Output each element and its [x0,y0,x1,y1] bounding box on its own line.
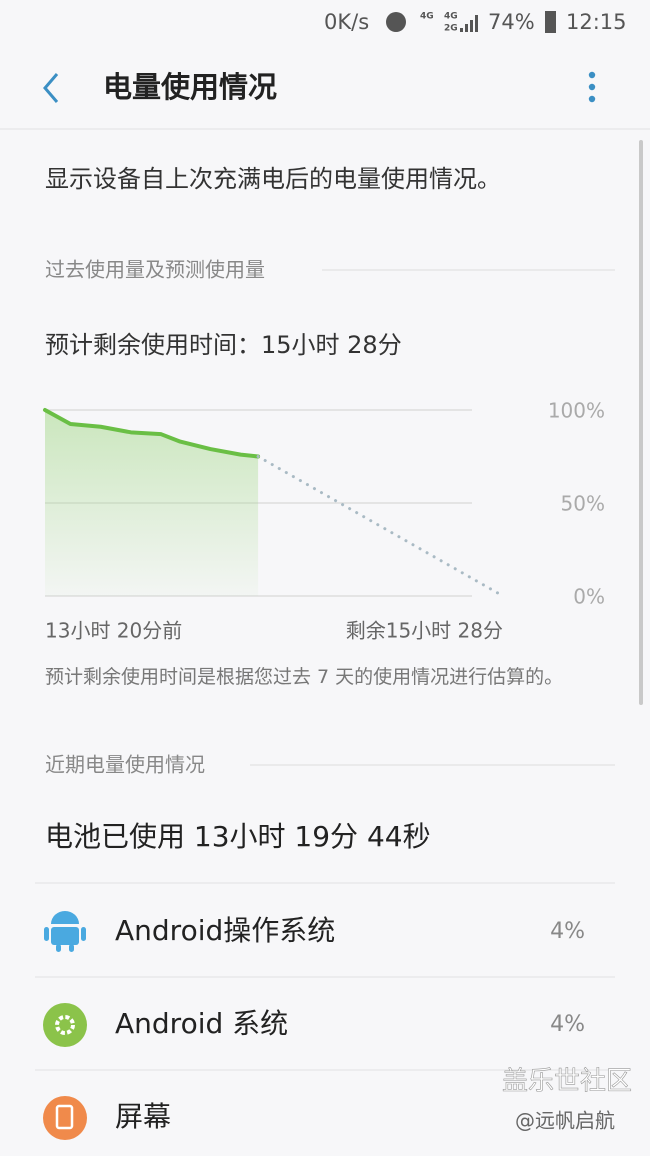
app-name: Android 系统 [115,1007,288,1040]
scrollbar [639,140,643,705]
battery-icon [545,11,556,33]
net-speed: 0K/s [324,10,369,34]
line [256,455,505,598]
y-tick-label: 100% [548,399,605,423]
app-percent: 4% [550,1012,585,1037]
estimate: 预计剩余使用时间：15小时 28分 [45,331,402,359]
watermark: 盖乐世社区 [502,1067,632,1097]
back-button[interactable] [43,73,59,103]
phone-glyph [55,1104,74,1130]
more-menu[interactable] [588,71,596,103]
y-tick-label: 50% [561,492,605,516]
clock: 12:15 [566,10,627,34]
app-name: Android操作系统 [115,914,335,947]
section-title: 过去使用量及预测使用量 [45,258,265,282]
note: 预计剩余使用时间是根据您过去 7 天的使用情况进行估算的。 [45,666,564,688]
description: 显示设备自上次充满电后的电量使用情况。 [45,165,501,193]
watermark: @远帆启航 [515,1109,615,1133]
screen-icon [43,1096,87,1140]
y-tick-label: 0% [573,585,605,609]
net-type: 4G [420,12,434,22]
x-tick-label: 13小时 20分前 [45,619,182,643]
system-icon [43,1003,87,1047]
gear [55,1015,75,1035]
line [43,408,261,459]
battery-level: 74% [488,10,535,34]
page-title: 电量使用情况 [103,70,277,104]
battery-used: 电池已使用 13小时 19分 44秒 [45,820,431,853]
alarm-icon [386,12,406,32]
app-percent: 4% [550,919,585,944]
x-tick-label: 剩余15小时 28分 [346,619,503,643]
area [45,410,259,596]
section-title: 近期电量使用情况 [45,753,205,777]
signal-icon [460,15,478,32]
app-name: 屏幕 [115,1100,171,1133]
net-type: 4G [444,12,458,22]
net-type: 2G [444,24,458,34]
android-icon [44,911,86,952]
